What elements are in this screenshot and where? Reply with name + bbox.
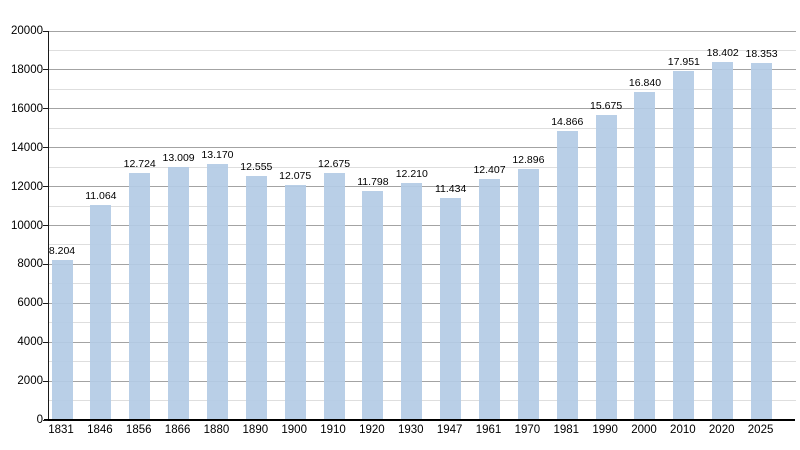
bar bbox=[401, 182, 423, 420]
bar-value-label: 11.434 bbox=[434, 182, 467, 195]
y-axis-tick-label: 0 bbox=[36, 414, 43, 426]
bar-value-label: 11.798 bbox=[357, 175, 389, 188]
bar bbox=[168, 166, 190, 420]
y-axis-tick-mark bbox=[43, 30, 48, 32]
bar-value-label: 12.075 bbox=[279, 170, 312, 183]
x-axis-tick-label: 1930 bbox=[397, 424, 424, 436]
minor-gridline bbox=[49, 49, 796, 51]
x-axis-tick-label: 1880 bbox=[203, 424, 230, 436]
y-axis-tick-label: 18000 bbox=[11, 63, 43, 76]
bar bbox=[323, 173, 345, 420]
x-axis-tick-label: 1920 bbox=[359, 424, 385, 436]
bar-value-label: 12.724 bbox=[123, 157, 156, 170]
y-axis-tick-mark bbox=[43, 69, 48, 71]
y-axis-tick-label: 4000 bbox=[17, 336, 43, 349]
bar-value-label: 15.675 bbox=[590, 100, 623, 113]
y-axis-tick-mark bbox=[43, 263, 48, 265]
x-axis-tick-label: 2000 bbox=[631, 424, 657, 436]
bar bbox=[129, 172, 151, 420]
bar-value-label: 16.840 bbox=[628, 77, 662, 90]
bar-value-label: 8.204 bbox=[48, 245, 76, 258]
y-axis-tick-label: 6000 bbox=[17, 297, 43, 310]
x-axis-tick-label: 1981 bbox=[553, 424, 580, 436]
x-axis-tick-label: 1846 bbox=[87, 424, 113, 436]
x-axis-tick-label: 1990 bbox=[592, 424, 618, 436]
plot-area: 8.204 11.064 12.724 13.009 13.170 12.555 12.07… bbox=[48, 30, 796, 420]
major-gridline bbox=[49, 30, 796, 32]
bar bbox=[284, 185, 306, 420]
bar bbox=[90, 204, 112, 420]
y-axis-tick-label: 14000 bbox=[11, 141, 43, 154]
bar-value-label: 12.896 bbox=[512, 154, 545, 167]
y-axis-tick-mark bbox=[43, 108, 48, 110]
bar-value-label: 12.555 bbox=[240, 160, 273, 173]
bar bbox=[634, 92, 656, 420]
x-axis-line bbox=[44, 419, 795, 421]
bar bbox=[517, 169, 539, 420]
bar bbox=[751, 63, 773, 420]
x-axis-tick-label: 1831 bbox=[48, 424, 74, 436]
bar bbox=[440, 197, 462, 420]
x-axis-tick-label: 1856 bbox=[125, 424, 152, 436]
bar-value-label: 18.353 bbox=[745, 48, 778, 61]
x-axis-tick-label: 2025 bbox=[747, 424, 774, 436]
bar-value-label: 17.951 bbox=[667, 55, 700, 68]
y-axis-tick-mark bbox=[43, 419, 48, 421]
x-axis-tick-label: 1900 bbox=[281, 424, 307, 436]
y-axis-tick-mark bbox=[43, 186, 48, 188]
bar bbox=[245, 175, 267, 420]
y-axis-tick-label: 20000 bbox=[11, 25, 43, 37]
y-axis-tick-mark bbox=[43, 147, 48, 149]
bar bbox=[712, 62, 734, 420]
x-axis-tick-label: 1910 bbox=[320, 424, 346, 436]
y-axis-tick-label: 10000 bbox=[11, 219, 43, 232]
bar bbox=[479, 178, 501, 420]
bar-value-label: 14.866 bbox=[551, 115, 584, 128]
y-axis-tick-mark bbox=[43, 302, 48, 304]
bar-value-label: 12.210 bbox=[395, 167, 428, 180]
bar-value-label: 13.009 bbox=[162, 151, 195, 164]
bar bbox=[556, 130, 578, 420]
y-axis-tick-label: 8000 bbox=[17, 258, 43, 271]
bar-value-label: 13.170 bbox=[201, 148, 234, 161]
x-axis-tick-label: 2020 bbox=[708, 424, 735, 436]
x-axis-tick-label: 1947 bbox=[436, 424, 463, 436]
x-axis-tick-label: 1961 bbox=[475, 424, 502, 436]
x-axis-tick-label: 2010 bbox=[670, 424, 696, 436]
x-axis-tick-label: 1866 bbox=[164, 424, 191, 436]
y-axis-tick-label: 16000 bbox=[11, 102, 43, 115]
bar-value-label: 18.402 bbox=[706, 47, 739, 60]
bar bbox=[206, 163, 228, 420]
x-axis-tick-label: 1890 bbox=[242, 424, 269, 436]
y-axis-tick-mark bbox=[43, 341, 48, 343]
y-axis-tick-label: 12000 bbox=[11, 180, 43, 193]
bar bbox=[51, 260, 73, 420]
y-axis-tick-mark bbox=[43, 380, 48, 382]
y-axis-tick-mark bbox=[43, 225, 48, 226]
bar bbox=[595, 115, 617, 420]
x-axis-tick-label: 1970 bbox=[514, 424, 541, 436]
bar-value-label: 12.407 bbox=[473, 163, 506, 176]
bar-value-label: 12.675 bbox=[317, 158, 351, 171]
y-axis-tick-label: 2000 bbox=[17, 375, 43, 388]
bar-value-label: 11.064 bbox=[85, 189, 117, 202]
bar bbox=[362, 190, 384, 420]
bar bbox=[673, 70, 695, 420]
